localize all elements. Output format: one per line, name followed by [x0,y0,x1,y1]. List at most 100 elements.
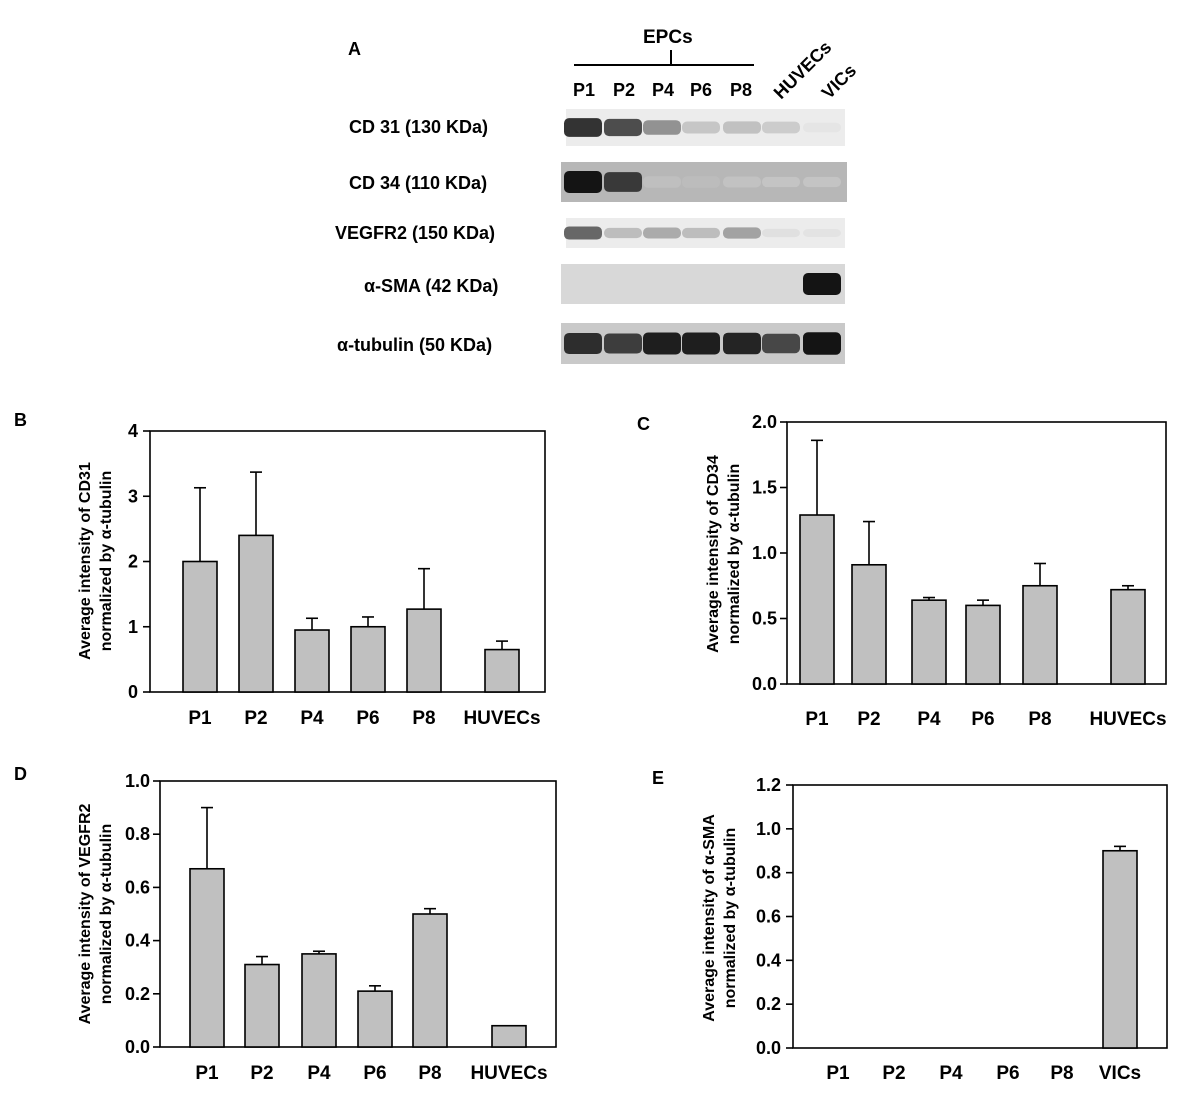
blot-band [762,228,800,238]
y-tick-label: 0.4 [756,950,781,970]
blot-band [643,176,681,188]
x-tick-label: P4 [939,1063,963,1084]
bar [238,534,274,693]
bar-chart-e: E 0.0 0.2 0.4 0.6 0.8 1.0 1.2 Average intensity … [652,768,1168,1084]
bar [244,963,280,1048]
blot-band [803,122,841,133]
y-axis-label: Average intensity of CD34 [705,455,722,653]
y-tick-label: 1.0 [756,819,781,839]
y-axis-label: Average intensity of α-SMA [701,814,718,1022]
y-tick-label: 1.5 [752,478,777,498]
x-tick-label: P6 [363,1063,386,1084]
blot-band [643,227,681,239]
x-tick-label: HUVECs [463,708,540,729]
blot-band [643,120,681,135]
bar-chart-c: C 0.0 0.5 1.0 1.5 2.0 Average intensity of CD3… [637,412,1167,730]
y-tick-label: 1.2 [756,775,781,795]
blot-band [604,118,642,137]
blot-band [723,332,761,355]
panel-letter: E [652,768,664,788]
blot-band [564,171,602,193]
y-axis-label: Average intensity of VEGFR2 [77,804,94,1025]
x-tick-label: P2 [857,709,880,730]
blot-band [682,332,720,355]
blot-band [643,332,681,355]
blot-row-label: VEGFR2 (150 KDa) [335,223,495,243]
y-tick-label: 0.5 [752,609,777,629]
x-tick-label: P8 [412,708,435,729]
bar [799,514,835,685]
y-tick-label: 1.0 [752,543,777,563]
blot-band [723,121,761,134]
y-tick-label: 0.8 [756,863,781,883]
x-tick-label: P1 [195,1063,219,1084]
blot-band [762,333,800,354]
x-tick-label: P4 [917,709,941,730]
blot-band [604,333,642,354]
epc-group-label: EPCs [643,27,693,48]
blot-band [803,332,841,355]
x-tick-label: P1 [805,709,829,730]
panel-letter-a: A [348,39,361,59]
bar [491,1024,527,1048]
x-tick-label: P6 [356,708,379,729]
bar [484,648,520,693]
y-axis-label: normalized by α-tubulin [98,471,115,652]
y-tick-label: 0.6 [756,907,781,927]
x-tick-label: P1 [826,1063,850,1084]
blot-row: α-tubulin (50 KDa) [337,323,845,364]
bar [182,560,218,693]
blot-row-label: α-tubulin (50 KDa) [337,335,492,355]
blot-band [604,227,642,239]
blot-rows: CD 31 (130 KDa) CD 34 (110 KDa) VEGFR2 (15… [335,109,847,364]
panel-letter: B [14,410,27,430]
blot-band [803,229,841,237]
blot-row: VEGFR2 (150 KDa) [335,218,845,248]
blot-band [682,227,720,239]
x-tick-label: P1 [188,708,212,729]
x-tick-label: P2 [882,1063,905,1084]
x-tick-label: HUVECs [470,1063,547,1084]
blot-band [723,176,761,188]
bar [406,608,442,693]
blot-row: CD 31 (130 KDa) [349,109,845,146]
bar [294,629,330,693]
lane-label: P6 [690,80,712,100]
lane-label: P8 [730,80,752,100]
blot-row: CD 34 (110 KDa) [349,162,847,202]
bar [1110,588,1146,685]
blot-row: α-SMA (42 KDa) [364,264,845,304]
x-tick-label: P2 [244,708,267,729]
y-axis-label: Average intensity of CD31 [77,462,94,660]
x-tick-label: VICs [1099,1063,1141,1084]
y-tick-label: 0.6 [125,877,150,897]
x-tick-label: P8 [1050,1063,1073,1084]
y-tick-label: 0.2 [756,994,781,1014]
y-tick-label: 0.4 [125,931,150,951]
y-tick-label: 0.8 [125,824,150,844]
y-tick-label: 0.0 [756,1038,781,1058]
bar [851,563,887,685]
bar [1022,584,1058,685]
y-tick-label: 3 [128,486,138,506]
blot-row-label: α-SMA (42 KDa) [364,276,498,296]
y-tick-label: 0.0 [125,1037,150,1057]
blot-band [723,227,761,239]
x-tick-label: P6 [971,709,994,730]
lane-label: P2 [613,80,635,100]
blot-band [604,172,642,192]
blot-membrane [561,264,845,304]
bar [965,604,1001,685]
lane-label: P4 [652,80,674,100]
blot-band [564,332,602,355]
bar [911,599,947,685]
blot-band [682,121,720,134]
blot-band [803,273,841,295]
y-tick-label: 2 [128,552,138,572]
y-tick-label: 2.0 [752,412,777,432]
bar-chart-d: D 0.0 0.2 0.4 0.6 0.8 1.0 Average intensity of … [14,764,557,1084]
